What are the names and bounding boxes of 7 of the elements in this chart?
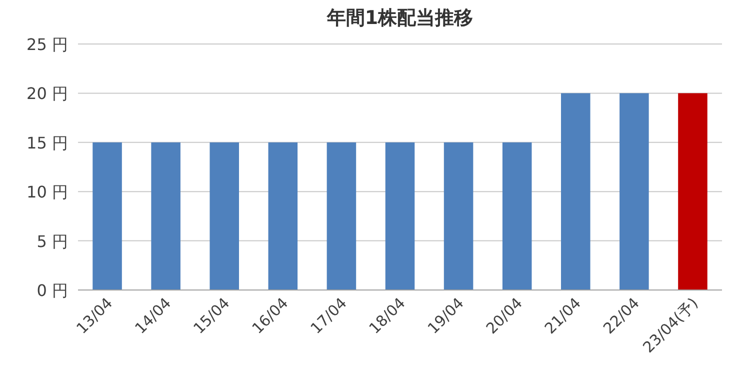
y-tick-label: 15 円 [26, 133, 68, 152]
y-tick-label: 5 円 [36, 232, 68, 251]
chart-title: 年間1株配当推移 [326, 7, 474, 29]
y-tick-label: 10 円 [26, 182, 68, 202]
y-tick-label: 20 円 [26, 84, 68, 104]
y-tick-label: 0 円 [36, 281, 68, 300]
y-tick-label: 25 円 [26, 35, 68, 54]
